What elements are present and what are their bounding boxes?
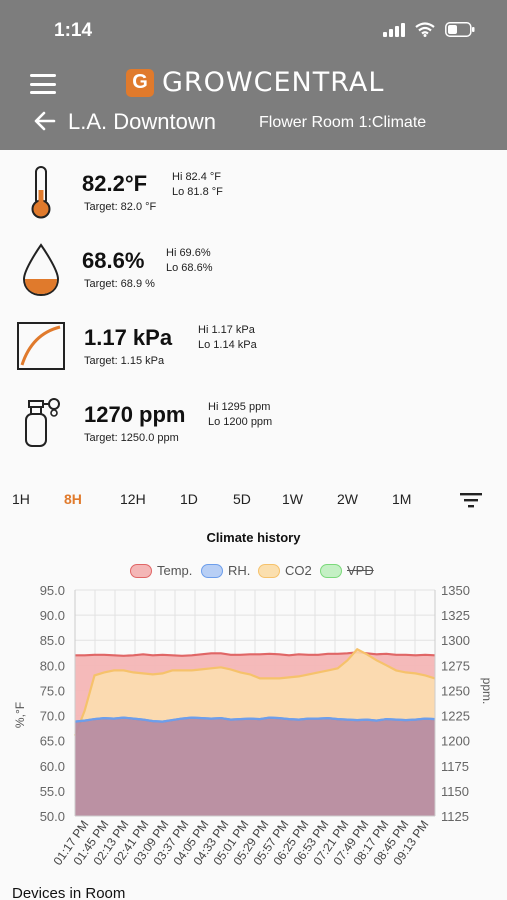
menu-button[interactable] [30,74,56,94]
status-time: 1:14 [54,20,93,41]
legend-label-temp: Temp. [157,563,193,578]
y-right-tick-label: 1300 [441,633,470,648]
range-tab-1w[interactable]: 1W [282,491,303,507]
temperature-target: Target: 82.0 °F [84,201,157,213]
vpd-target: Target: 1.15 kPa [84,355,165,367]
range-tab-12h[interactable]: 12H [120,491,146,507]
devices-heading: Devices in Room [12,885,126,900]
brand-name: GROWCENTRAL [162,67,385,98]
y-right-tick-label: 1350 [441,583,470,598]
series-overlap-area [75,717,435,816]
chart-legend: Temp. RH. CO2 VPD [0,563,507,585]
legend-item-vpd[interactable]: VPD [320,563,374,578]
legend-swatch-vpd [320,563,342,578]
y-right-axis-label: ppm. [480,678,494,705]
humidity-target: Target: 68.9 % [84,278,155,290]
y-right-tick-label: 1250 [441,683,470,698]
range-tab-1m[interactable]: 1M [392,491,412,507]
series-line-co2 [73,647,436,736]
location-title: L.A. Downtown [68,109,216,134]
humidity-lo: Lo 68.6% [166,262,213,274]
range-tab-1d[interactable]: 1D [180,491,198,507]
humidity-hilo: Hi 69.6% Lo 68.6% [166,246,212,276]
y-left-tick-label: 70.0 [40,709,65,724]
climate-history-chart: 95.0 90.0 85.0 80.0 75.0 70.0 65.0 60.0 55.0 50.0… [13,583,494,868]
co2-lo: Lo 1200 ppm [208,416,273,428]
co2-hi: Hi 1295 ppm [208,401,271,413]
legend-label-rh: RH. [228,563,251,578]
legend-label-co2: CO2 [285,563,312,578]
humidity-hi: Hi 69.6% [166,247,211,259]
range-tab-8h[interactable]: 8H [64,491,82,507]
legend-swatch-co2 [258,563,280,578]
water-drop-icon [22,243,60,297]
series-line-rh-top [74,716,436,723]
vpd-hilo: Hi 1.17 kPa Lo 1.14 kPa [198,323,257,353]
room-name: Flower Room 1:Climate [259,114,427,131]
y-right-tick-label: 1175 [441,759,469,774]
legend-swatch-temp [130,563,152,578]
vpd-curve-icon [17,322,65,370]
y-right-tick-label: 1200 [441,734,470,749]
co2-value: 1270 ppm [84,402,186,427]
y-left-tick-label: 75.0 [40,683,65,698]
status-icons [383,22,475,37]
y-left-tick-label: 85.0 [40,633,65,648]
wifi-icon [415,22,435,37]
chart-title: Climate history [206,530,301,545]
y-right-tick-label: 1325 [441,608,470,623]
legend-item-temp[interactable]: Temp. [130,563,192,578]
co2-hilo: Hi 1295 ppm Lo 1200 ppm [208,400,272,430]
range-tabs: 1H 8H 12H 1D 5D 1W 2W 1M [0,486,507,514]
y-left-tick-label: 80.0 [40,658,65,673]
brand-logo: G GROWCENTRAL [126,67,384,98]
humidity-metric[interactable]: 68.6% Hi 69.6% Lo 68.6% Target: 68.9 % [0,243,507,313]
status-bar: 1:14 [0,0,507,62]
series-line-temp [75,651,436,657]
filter-icon[interactable] [460,492,482,508]
vpd-value: 1.17 kPa [84,325,173,350]
co2-metric[interactable]: 1270 ppm Hi 1295 ppm Lo 1200 ppm Target:… [0,397,507,467]
y-left-tick-label: 50.0 [40,809,65,824]
vpd-metric[interactable]: 1.17 kPa Hi 1.17 kPa Lo 1.14 kPa Target:… [0,320,507,390]
thermometer-icon [31,166,51,219]
y-left-tick-label: 90.0 [40,608,65,623]
range-tab-5d[interactable]: 5D [233,491,251,507]
temperature-hi: Hi 82.4 °F [172,171,222,183]
temperature-hilo: Hi 82.4 °F Lo 81.8 °F [172,170,223,200]
temperature-value: 82.2°F [82,171,148,196]
humidity-value: 68.6% [82,248,145,273]
legend-item-rh[interactable]: RH. [201,563,250,578]
back-arrow-icon[interactable] [32,108,58,134]
signal-icon [383,22,405,37]
legend-swatch-rh [201,563,223,578]
y-left-tick-label: 65.0 [40,734,65,749]
app-header: G GROWCENTRAL L.A. Downtown Flower Room … [0,62,507,150]
y-left-tick-label: 95.0 [40,583,65,598]
co2-tank-icon [25,398,60,447]
vpd-hi: Hi 1.17 kPa [198,324,255,336]
legend-item-co2[interactable]: CO2 [258,563,312,578]
y-right-tick-label: 1150 [441,784,469,799]
temperature-metric[interactable]: 82.2°F Hi 82.4 °F Lo 81.8 °F Target: 82.… [0,166,507,236]
range-tab-2w[interactable]: 2W [337,491,358,507]
y-right-tick-label: 1275 [441,658,470,673]
battery-icon [445,22,475,37]
y-right-tick-label: 1125 [441,809,469,824]
y-left-tick-label: 60.0 [40,759,65,774]
vpd-lo: Lo 1.14 kPa [198,339,257,351]
legend-label-vpd: VPD [347,563,374,578]
y-right-tick-label: 1225 [441,709,470,724]
range-tab-1h[interactable]: 1H [12,491,30,507]
brand-mark-icon: G [126,68,154,97]
co2-target: Target: 1250.0 ppm [84,432,179,444]
temperature-lo: Lo 81.8 °F [172,186,223,198]
y-left-axis-label: %,°F [13,702,27,728]
y-left-tick-label: 55.0 [40,784,65,799]
